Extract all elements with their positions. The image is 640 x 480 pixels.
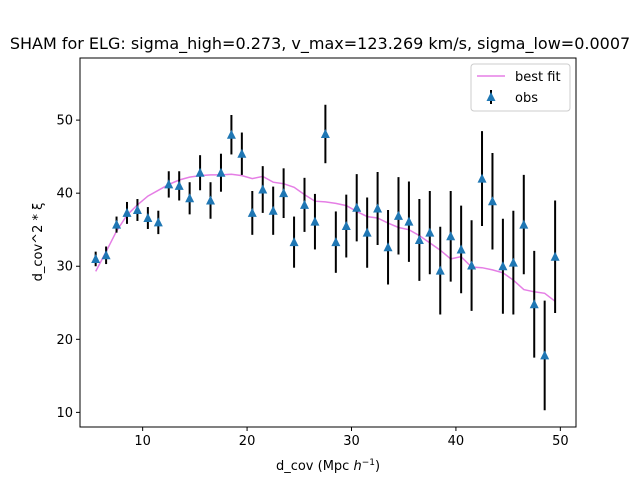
legend-best-fit-label: best fit	[515, 70, 561, 85]
obs-point	[508, 257, 518, 267]
legend: best fit obs	[470, 63, 571, 112]
obs-point	[456, 244, 466, 254]
obs-point	[153, 217, 163, 227]
obs-point	[112, 219, 122, 229]
obs-point	[268, 205, 278, 215]
obs-point	[435, 265, 445, 275]
obs-point	[373, 203, 383, 213]
obs-point	[122, 207, 132, 217]
obs-point	[216, 167, 226, 177]
obs-point	[279, 188, 289, 198]
obs-point	[425, 227, 435, 237]
obs-point	[487, 196, 497, 206]
x-tick-label: 30	[343, 434, 360, 449]
obs-point	[174, 180, 184, 190]
plot-frame	[79, 57, 577, 428]
obs-point	[498, 261, 508, 271]
obs-point	[226, 129, 236, 139]
plot-area	[91, 104, 560, 411]
obs-point	[185, 193, 195, 203]
obs-point	[195, 167, 205, 177]
y-axis-label: d_cov^2 * ξ	[31, 203, 46, 282]
obs-point	[477, 173, 487, 183]
obs-point	[362, 227, 372, 237]
obs-point	[352, 202, 362, 212]
obs-point	[247, 207, 257, 217]
obs-point	[331, 237, 341, 247]
x-tick-label: 10	[134, 434, 151, 449]
y-tick-label: 50	[56, 114, 73, 129]
obs-point	[519, 219, 529, 229]
obs-point	[383, 242, 393, 252]
axis-ticks: 10 20 30 40 50 10 20 30 40 50	[56, 114, 568, 449]
x-tick-label: 50	[552, 434, 569, 449]
obs-point	[540, 350, 550, 360]
obs-point	[132, 204, 142, 214]
obs-point	[393, 210, 403, 220]
obs-point	[320, 128, 330, 138]
obs-point	[404, 216, 414, 226]
obs-point	[310, 216, 320, 226]
y-tick-label: 40	[56, 187, 73, 202]
obs-point	[341, 221, 351, 231]
obs-point	[300, 199, 310, 209]
obs-point	[529, 299, 539, 309]
y-tick-label: 20	[56, 333, 73, 348]
x-tick-label: 40	[448, 434, 465, 449]
x-axis-label: d_cov (Mpc h−1)	[276, 458, 380, 474]
y-tick-label: 10	[56, 406, 73, 421]
obs-point	[550, 251, 560, 261]
legend-obs-swatch	[486, 92, 496, 101]
obs-point	[467, 260, 477, 270]
obs-point	[414, 234, 424, 244]
x-tick-label: 20	[239, 434, 256, 449]
y-tick-label: 30	[56, 260, 73, 275]
legend-obs-label: obs	[515, 91, 538, 106]
obs-point	[206, 195, 216, 205]
obs-point	[446, 231, 456, 241]
obs-point	[258, 184, 268, 194]
obs-point	[91, 253, 101, 263]
obs-point	[237, 148, 247, 158]
obs-point	[143, 213, 153, 223]
best-fit-line	[95, 173, 556, 302]
obs-point	[101, 250, 111, 260]
obs-point	[289, 237, 299, 247]
obs-point	[164, 179, 174, 189]
chart-title: SHAM for ELG: sigma_high=0.273, v_max=12…	[10, 34, 630, 54]
